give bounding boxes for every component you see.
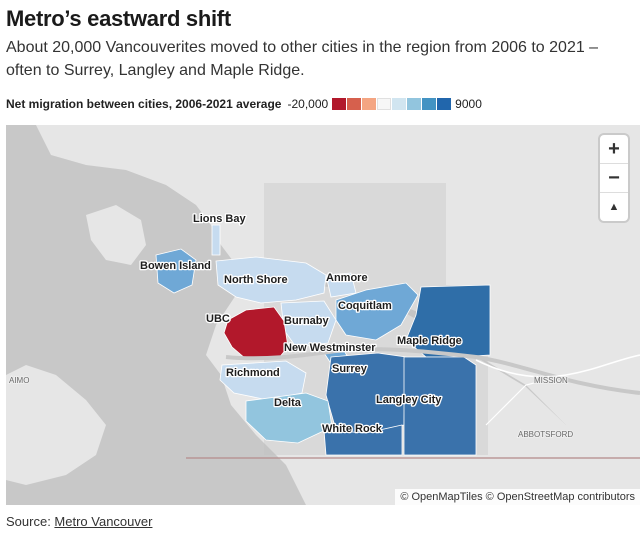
chart-subtitle: About 20,000 Vancouverites moved to othe… — [6, 39, 599, 79]
region-north-shore — [215, 256, 327, 304]
city-label-richmond: Richmond — [226, 367, 280, 379]
region-delta — [245, 392, 333, 444]
source-line: Source: Metro Vancouver — [6, 514, 152, 529]
zoom-in-button[interactable]: + — [600, 135, 628, 164]
legend-title: Net migration between cities, 2006-2021 … — [6, 97, 282, 111]
legend-swatch — [407, 98, 422, 110]
city-label-surrey: Surrey — [332, 363, 368, 375]
city-label-lions-bay: Lions Bay — [193, 213, 246, 225]
source-link[interactable]: Metro Vancouver — [54, 514, 153, 529]
legend-swatch — [422, 98, 437, 110]
land-island-left — [6, 365, 106, 485]
legend-swatch — [332, 98, 347, 110]
city-label-langley-city: Langley City — [376, 394, 442, 406]
place-label-mission: MISSION — [534, 376, 568, 385]
region-coquitlam — [335, 282, 419, 341]
city-label-new-westminster: New Westminster — [284, 342, 376, 354]
land-island-top — [86, 205, 146, 265]
chart-title: Metro’s eastward shift — [6, 6, 231, 31]
legend: Net migration between cities, 2006-2021 … — [6, 96, 482, 112]
source-label: Source: — [6, 514, 55, 529]
legend-max-label: 9000 — [455, 97, 482, 111]
place-label-naimo: AIMO — [9, 376, 29, 385]
region-vancouver — [223, 306, 289, 360]
region-lions-bay — [211, 224, 221, 256]
compass-button[interactable]: ▲ — [600, 193, 628, 221]
compass-icon: ▲ — [608, 200, 620, 213]
city-label-white-rock: White Rock — [322, 423, 383, 435]
legend-swatches — [332, 98, 452, 110]
legend-swatch — [392, 98, 407, 110]
legend-swatch — [347, 98, 362, 110]
city-label-north-shore: North Shore — [224, 274, 288, 286]
legend-min-label: -20,000 — [287, 97, 329, 111]
region-bowen-island — [155, 248, 197, 294]
city-label-maple-ridge: Maple Ridge — [397, 335, 462, 347]
place-label-abbotsford: ABBOTSFORD — [518, 430, 573, 439]
road — [485, 374, 567, 426]
region-white-rock — [323, 424, 403, 456]
city-label-ubc: UBC — [206, 313, 230, 325]
zoom-controls: + − ▲ — [600, 135, 628, 221]
map-canvas[interactable]: AIMO MISSION ABBOTSFORD Lions Bay Bowen … — [6, 125, 640, 505]
legend-swatch — [377, 98, 392, 110]
city-label-delta: Delta — [274, 397, 302, 409]
city-label-anmore: Anmore — [326, 272, 368, 284]
city-label-coquitlam: Coquitlam — [338, 300, 392, 312]
city-label-bowen-island: Bowen Island — [140, 260, 211, 272]
city-label-burnaby: Burnaby — [284, 315, 330, 327]
map[interactable]: AIMO MISSION ABBOTSFORD Lions Bay Bowen … — [6, 125, 640, 505]
map-attribution[interactable]: © OpenMapTiles © OpenStreetMap contribut… — [395, 489, 640, 505]
zoom-out-button[interactable]: − — [600, 164, 628, 193]
legend-swatch — [437, 98, 452, 110]
legend-swatch — [362, 98, 377, 110]
region-langley — [403, 356, 477, 456]
